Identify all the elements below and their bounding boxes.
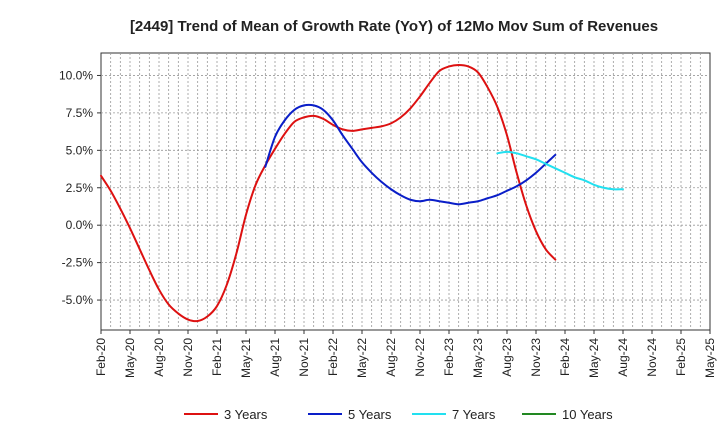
x-tick-label: May-20	[123, 338, 137, 378]
x-tick-label: Feb-21	[210, 338, 224, 376]
x-tick-label: May-21	[239, 338, 253, 378]
x-tick-label: Feb-25	[674, 338, 688, 376]
x-tick-label: Feb-20	[94, 338, 108, 376]
legend-label-7-years: 7 Years	[452, 407, 496, 422]
x-tick-label: May-23	[471, 338, 485, 378]
x-tick-label: Feb-22	[326, 338, 340, 376]
x-tick-label: Aug-21	[268, 338, 282, 377]
y-tick-label: -5.0%	[62, 293, 94, 307]
y-tick-label: 2.5%	[66, 181, 94, 195]
x-tick-label: May-22	[355, 338, 369, 378]
y-tick-label: 10.0%	[59, 68, 93, 82]
chart-title: [2449] Trend of Mean of Growth Rate (YoY…	[130, 18, 658, 35]
legend-label-5-years: 5 Years	[348, 407, 392, 422]
legend-label-3-years: 3 Years	[224, 407, 268, 422]
x-tick-label: Aug-20	[152, 338, 166, 377]
x-tick-label: May-24	[587, 338, 601, 378]
y-tick-label: -2.5%	[62, 256, 94, 270]
legend: 3 Years 5 Years 7 Years 10 Years	[184, 407, 613, 422]
series-line-7-years	[496, 150, 624, 191]
x-tick-label: May-25	[703, 338, 717, 378]
x-tick-label: Aug-23	[500, 338, 514, 377]
x-tick-label: Feb-23	[442, 338, 456, 376]
y-tick-label: 0.0%	[66, 218, 94, 232]
series-line-5-years	[264, 103, 557, 206]
x-tick-label: Nov-23	[529, 338, 543, 377]
x-tick-label: Nov-20	[181, 338, 195, 377]
series-line-3-years	[100, 63, 557, 323]
y-axis: -5.0% -2.5% 0.0% 2.5% 5.0% 7.5% 10.0%	[59, 68, 101, 307]
y-tick-label: 5.0%	[66, 143, 94, 157]
series-lines	[100, 63, 624, 323]
plot-area	[100, 52, 711, 331]
x-tick-label: Feb-24	[558, 338, 572, 376]
x-tick-label: Nov-21	[297, 338, 311, 377]
x-axis: Feb-20 May-20 Aug-20 Nov-20 Feb-21 May-21 Aug-…	[94, 330, 717, 378]
x-tick-label: Nov-24	[645, 338, 659, 377]
legend-label-10-years: 10 Years	[562, 407, 613, 422]
x-tick-label: Aug-22	[384, 338, 398, 377]
x-tick-label: Nov-22	[413, 338, 427, 377]
x-tick-label: Aug-24	[616, 338, 630, 377]
y-tick-label: 7.5%	[66, 106, 94, 120]
